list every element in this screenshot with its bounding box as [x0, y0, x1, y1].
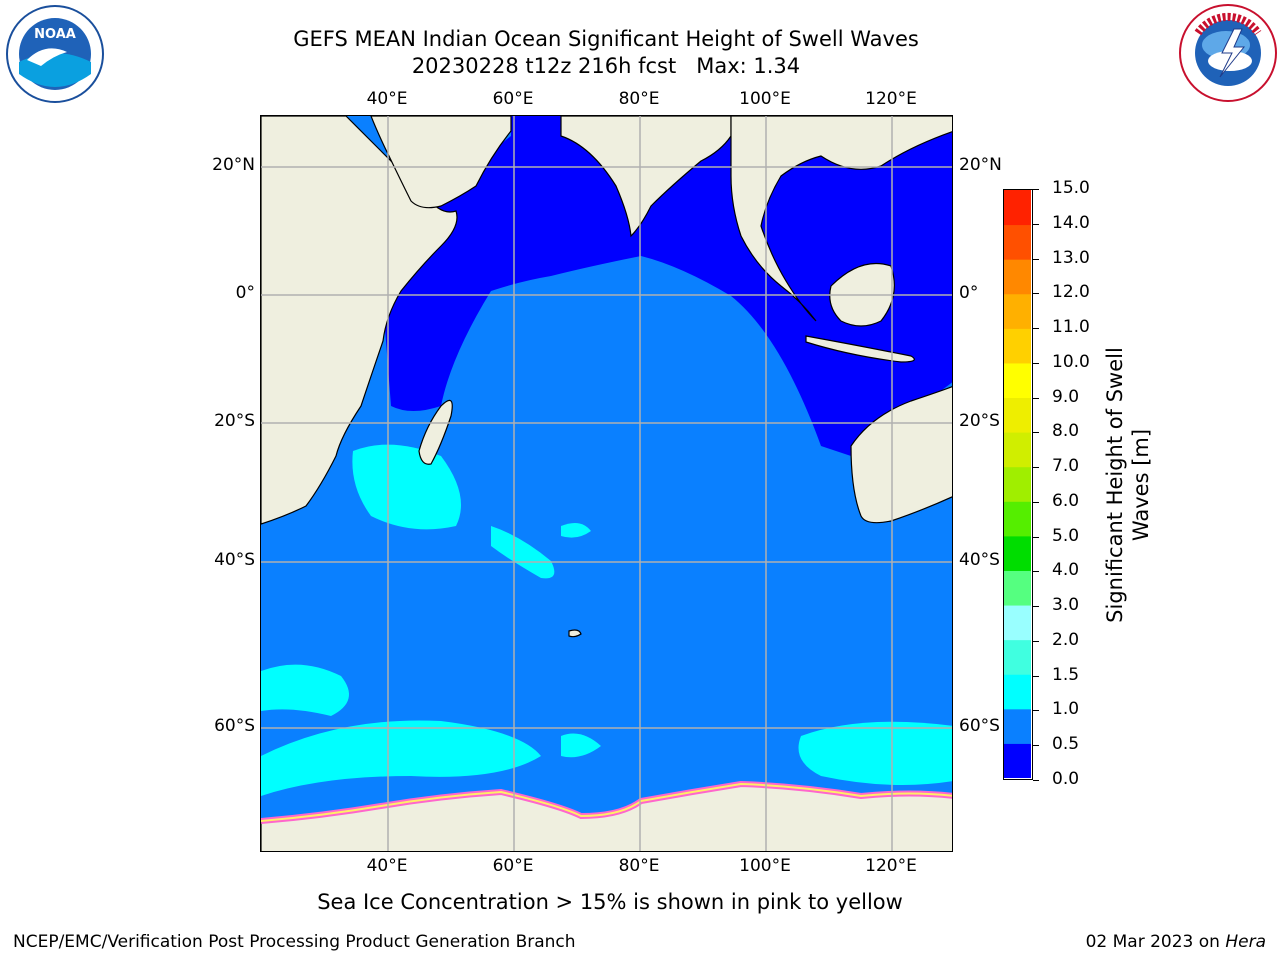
colorbar-tick-mark [1033, 397, 1039, 399]
australia-land [850, 386, 952, 524]
lon-label-top: 120°E [865, 89, 917, 109]
lat-label-left: 20°S [214, 411, 255, 431]
lon-label-bottom: 80°E [618, 856, 660, 876]
lon-label-top: 100°E [739, 89, 791, 109]
colorbar-tick-mark [1033, 780, 1039, 781]
lat-label-left: 40°S [214, 550, 255, 570]
colorbar-swatches [1004, 190, 1031, 779]
colorbar-swatch [1004, 501, 1031, 537]
colorbar-tick-mark [1033, 640, 1039, 642]
colorbar-swatch [1004, 397, 1031, 433]
colorbar-tick-mark [1033, 258, 1039, 260]
colorbar-swatch [1004, 224, 1031, 260]
colorbar-swatch [1004, 466, 1031, 502]
nws-logo [1179, 4, 1277, 102]
colorbar-tick-label: 8.0 [1052, 421, 1080, 442]
colorbar-tick-label: 4.0 [1052, 560, 1080, 581]
colorbar-tick-mark [1033, 362, 1039, 364]
colorbar-tick-label: 0.0 [1052, 769, 1080, 789]
colorbar-tick-label: 9.0 [1052, 386, 1080, 407]
sea-ice-edge-core [261, 782, 952, 822]
colorbar-tick-mark [1033, 293, 1039, 295]
colorbar-tick-mark [1033, 432, 1039, 434]
colorbar-tick-label: 1.0 [1052, 699, 1080, 720]
colorbar-tick-label: 5.0 [1052, 525, 1080, 546]
colorbar-tick-label: 13.0 [1052, 247, 1090, 268]
credit-line: NCEP/EMC/Verification Post Processing Pr… [13, 932, 576, 952]
lon-label-top: 80°E [618, 89, 660, 109]
lon-label-bottom: 100°E [739, 856, 791, 876]
colorbar-swatch [1004, 293, 1031, 329]
moderate-swell-patches [261, 444, 952, 796]
lat-label-right: 20°N [959, 155, 1002, 175]
lat-label-right: 0° [959, 283, 979, 303]
colorbar-tick-mark [1033, 571, 1039, 573]
colorbar-swatch [1004, 535, 1031, 571]
colorbar-tick-mark [1033, 675, 1039, 677]
colorbar-tick-label: 6.0 [1052, 490, 1080, 511]
colorbar-swatch [1004, 743, 1031, 779]
chart-title: GEFS MEAN Indian Ocean Significant Heigh… [293, 27, 919, 51]
lon-label-bottom: 40°E [366, 856, 408, 876]
colorbar-tick-mark [1033, 223, 1039, 225]
colorbar-tick-label: 15.0 [1052, 178, 1090, 198]
colorbar-swatch [1004, 674, 1031, 710]
graticule [261, 116, 952, 851]
lon-label-bottom: 120°E [865, 856, 917, 876]
colorbar-swatch [1004, 639, 1031, 675]
colorbar-tick-mark [1033, 189, 1039, 190]
colorbar-tick-label: 12.0 [1052, 282, 1090, 303]
colorbar-swatch [1004, 605, 1031, 641]
lat-label-left: 0° [235, 283, 255, 303]
colorbar-label: Significant Height of Swell Waves [m] [1103, 347, 1153, 623]
colorbar-tick-label: 2.0 [1052, 629, 1080, 650]
lat-label-left: 60°S [214, 716, 255, 736]
colorbar-swatch [1004, 432, 1031, 468]
lat-label-right: 40°S [959, 550, 1000, 570]
colorbar-tick-mark [1033, 328, 1039, 330]
colorbar-tick-mark [1033, 710, 1039, 712]
sea-ice-note: Sea Ice Concentration > 15% is shown in … [317, 890, 903, 914]
lat-label-right: 60°S [959, 716, 1000, 736]
india-land [560, 116, 732, 238]
madagascar-land [418, 399, 453, 465]
date-text: 02 Mar 2023 on [1085, 932, 1220, 952]
colorbar-tick-mark [1033, 536, 1039, 538]
colorbar-tick-label: 11.0 [1052, 317, 1090, 338]
date-stamp: 02 Mar 2023 on Hera [1086, 932, 1266, 952]
colorbar-tick-label: 10.0 [1052, 351, 1090, 372]
java-land [805, 335, 915, 363]
colorbar-tick-label: 0.5 [1052, 734, 1080, 755]
lon-label-top: 60°E [492, 89, 534, 109]
colorbar-swatch [1004, 570, 1031, 606]
map-panel [260, 115, 953, 852]
colorbar-tick-mark [1033, 606, 1039, 608]
lat-label-right: 20°S [959, 411, 1000, 431]
colorbar-swatch [1004, 362, 1031, 399]
lon-label-bottom: 60°E [492, 856, 534, 876]
colorbar-swatch [1004, 328, 1031, 364]
colorbar-swatch [1004, 259, 1031, 295]
lon-label-top: 40°E [366, 89, 408, 109]
colorbar-tick-label: 14.0 [1052, 212, 1090, 233]
colorbar-tick-mark [1033, 745, 1039, 747]
colorbar-swatch [1004, 708, 1031, 744]
kerguelen-island [568, 629, 582, 638]
noaa-logo: NOAA [6, 5, 104, 103]
colorbar [1003, 189, 1033, 780]
colorbar-tick-mark [1033, 467, 1039, 469]
colorbar-swatch [1004, 190, 1031, 226]
lat-label-left: 20°N [212, 155, 255, 175]
colorbar-tick-label: 7.0 [1052, 456, 1080, 477]
map-canvas [261, 116, 952, 851]
colorbar-tick-mark [1033, 501, 1039, 503]
host-name: Hera [1225, 932, 1266, 952]
chart-subtitle: 20230228 t12z 216h fcst Max: 1.34 [411, 54, 801, 78]
low-swell-region [381, 116, 952, 456]
colorbar-tick-label: 1.5 [1052, 664, 1080, 685]
noaa-logo-text: NOAA [34, 27, 76, 42]
colorbar-tick-label: 3.0 [1052, 595, 1080, 616]
